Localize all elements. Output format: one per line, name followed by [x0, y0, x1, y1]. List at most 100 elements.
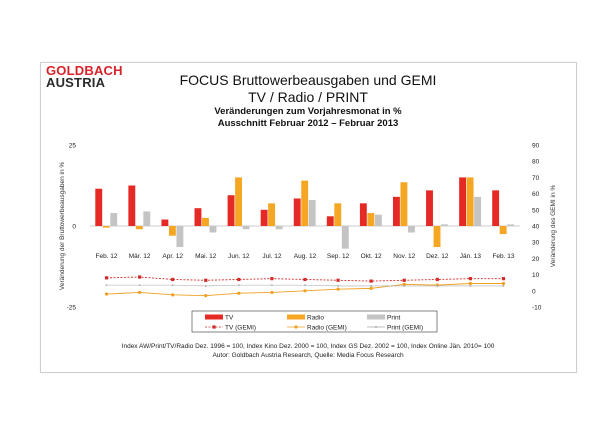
point-print-gemi	[271, 284, 273, 287]
point-print-gemi	[469, 285, 472, 287]
point-tv-gemi	[369, 279, 373, 283]
point-print-gemi	[436, 285, 439, 287]
bar-tv	[326, 216, 334, 226]
bar-print	[507, 224, 515, 226]
bar-radio	[202, 217, 209, 226]
x-tick-label: Apr. 12	[162, 253, 183, 260]
point-tv-gemi	[336, 278, 340, 282]
point-radio-gemi	[237, 291, 241, 295]
x-tick-label: Aug. 12	[294, 253, 317, 260]
point-tv-gemi	[138, 275, 142, 279]
point-print-gemi	[370, 285, 373, 287]
legend-label: TV	[225, 315, 234, 322]
logo-line-2: AUSTRIA	[46, 75, 106, 90]
x-tick-label: Feb. 13	[492, 253, 514, 260]
x-tick-label: Okt. 12	[361, 253, 382, 260]
y2-tick-label: 60	[532, 191, 540, 198]
point-radio-gemi	[204, 294, 208, 298]
point-tv-gemi	[237, 277, 241, 282]
point-radio-gemi	[501, 281, 506, 286]
y2-tick-label: 40	[532, 224, 540, 231]
y2-tick-label: 10	[532, 272, 540, 279]
bar-radio	[301, 180, 309, 226]
bar-print	[275, 226, 283, 230]
point-print-gemi	[337, 285, 339, 287]
legend-swatch-tv	[205, 314, 223, 320]
x-tick-label: Jun. 12	[228, 253, 250, 260]
x-tick-label: Jul. 12	[262, 253, 282, 260]
point-radio-gemi	[303, 289, 307, 293]
bar-radio	[367, 213, 375, 226]
bar-tv	[260, 209, 268, 226]
bar-radio	[268, 203, 276, 226]
point-print-gemi	[237, 284, 240, 287]
point-radio-gemi	[336, 287, 340, 291]
chart-caption-period: Ausschnitt Februar 2012 – Februar 2013	[217, 118, 399, 129]
bar-tv	[392, 196, 400, 226]
legend-swatch-print	[367, 314, 385, 320]
x-tick-label: Dez. 12	[426, 253, 449, 260]
bar-radio	[135, 226, 143, 230]
bar-print	[474, 196, 482, 226]
bar-radio	[433, 226, 441, 248]
y2-tick-label: 30	[532, 240, 540, 247]
y2-axis-title: Veränderung des GEMI in %	[550, 185, 557, 268]
bar-print	[176, 226, 184, 248]
point-print-gemi	[304, 284, 306, 287]
point-tv-gemi	[468, 277, 472, 281]
point-radio-gemi	[270, 290, 274, 295]
bar-print	[341, 226, 349, 249]
legend-label: Radio	[307, 315, 324, 322]
footnote-source: Autor: Goldbach Austria Research, Quelle…	[212, 352, 404, 359]
bar-tv	[227, 195, 235, 226]
bar-print	[110, 213, 118, 226]
bar-tv	[492, 190, 500, 226]
y2-tick-label: 80	[532, 159, 540, 166]
point-radio-gemi	[138, 290, 142, 295]
point-radio-gemi	[468, 281, 472, 286]
x-tick-label: Jän. 13	[460, 253, 482, 260]
legend-label: Print (GEMI)	[387, 325, 423, 332]
bar-radio	[235, 177, 242, 226]
y-tick-label: 25	[69, 143, 77, 150]
legend-marker-tv-gemi	[212, 325, 216, 329]
goldbach-austria-logo: GOLDBACH AUSTRIA	[46, 64, 123, 90]
point-print-gemi	[138, 284, 141, 287]
point-print-gemi	[204, 285, 207, 287]
bar-radio	[400, 182, 408, 226]
bar-radio	[334, 203, 342, 226]
point-tv-gemi	[104, 276, 109, 280]
point-tv-gemi	[402, 278, 406, 282]
x-tick-label: Mai. 12	[195, 253, 217, 260]
bar-tv	[161, 219, 169, 226]
point-radio-gemi	[171, 293, 175, 297]
point-print-gemi	[502, 285, 505, 287]
footnote-index: Index AW/Print/TV/Radio Dez. 1996 = 100,…	[121, 343, 495, 350]
point-radio-gemi	[369, 286, 373, 290]
bar-print	[407, 226, 415, 233]
legend-marker-radio-gemi	[294, 325, 298, 329]
bar-tv	[359, 203, 367, 226]
bar-tv	[95, 188, 103, 226]
bar-print	[374, 214, 382, 226]
chart-subtitle: TV / Radio / PRINT	[248, 89, 368, 105]
legend-label: Print	[387, 315, 401, 322]
chart-title: FOCUS Bruttowerbeausgaben und GEMI	[179, 72, 437, 88]
legend-swatch-radio	[287, 314, 305, 320]
bar-print	[441, 224, 448, 226]
legend-marker-print-gemi	[375, 326, 377, 328]
bar-print	[143, 211, 151, 226]
point-print-gemi	[105, 284, 108, 287]
bar-print	[308, 200, 316, 226]
point-print-gemi	[403, 285, 406, 287]
point-tv-gemi	[435, 277, 439, 282]
point-tv-gemi	[270, 277, 274, 281]
bar-radio	[499, 226, 507, 235]
bar-tv	[194, 208, 202, 226]
bar-tv	[426, 190, 433, 226]
bar-radio	[102, 226, 110, 228]
y2-tick-label: 90	[532, 143, 540, 150]
y2-tick-label: 70	[532, 175, 540, 182]
x-tick-label: Sep. 12	[327, 253, 350, 260]
